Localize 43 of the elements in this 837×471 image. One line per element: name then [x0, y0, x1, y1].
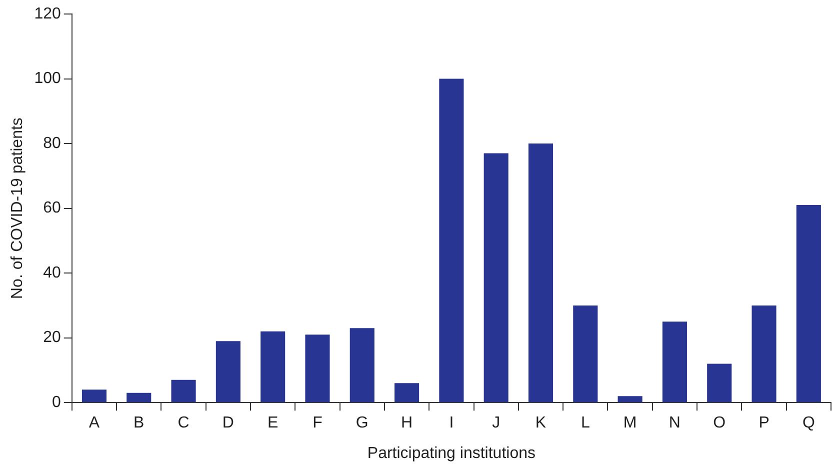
bar [260, 331, 286, 402]
y-tick-label: 80 [43, 134, 61, 152]
y-axis-title: No. of COVID-19 patients [9, 118, 26, 300]
x-tick-label: O [713, 414, 726, 432]
bar [394, 383, 420, 402]
bar [573, 305, 598, 402]
x-tick-label: K [535, 414, 546, 432]
bar [216, 341, 240, 402]
bar [350, 328, 374, 402]
bar [618, 396, 642, 402]
bar [796, 205, 821, 402]
x-tick-label: Q [802, 414, 815, 432]
bar [305, 334, 330, 402]
y-tick-label: 20 [43, 329, 61, 346]
bar [528, 144, 554, 402]
x-tick-label: C [178, 414, 190, 432]
x-tick-label: A [88, 414, 100, 432]
y-tick-label: 60 [43, 200, 61, 217]
x-tick-label: P [758, 414, 770, 432]
x-tick-label: M [623, 414, 637, 432]
x-axis-title: Participating institutions [367, 444, 536, 462]
x-tick-label: I [449, 414, 454, 432]
y-tick-label: 0 [52, 394, 61, 412]
y-tick-label: 120 [34, 5, 61, 22]
bar [662, 322, 687, 402]
bar [707, 364, 732, 402]
y-tick-label: 40 [43, 264, 61, 282]
bar [484, 153, 508, 402]
bar [82, 390, 106, 402]
x-tick-label: N [668, 414, 680, 432]
x-tick-label: E [268, 414, 278, 432]
x-tick-label: H [401, 414, 413, 432]
x-tick-label: F [312, 414, 323, 432]
x-tick-label: B [134, 414, 144, 432]
bar [752, 305, 776, 402]
bar [439, 78, 464, 402]
x-tick-label: J [492, 414, 500, 432]
bar [171, 380, 196, 402]
x-tick-label: G [356, 414, 368, 432]
x-tick-label: D [222, 414, 234, 432]
y-tick-label: 100 [34, 70, 61, 88]
bar [126, 392, 152, 402]
x-tick-label: L [580, 414, 590, 432]
